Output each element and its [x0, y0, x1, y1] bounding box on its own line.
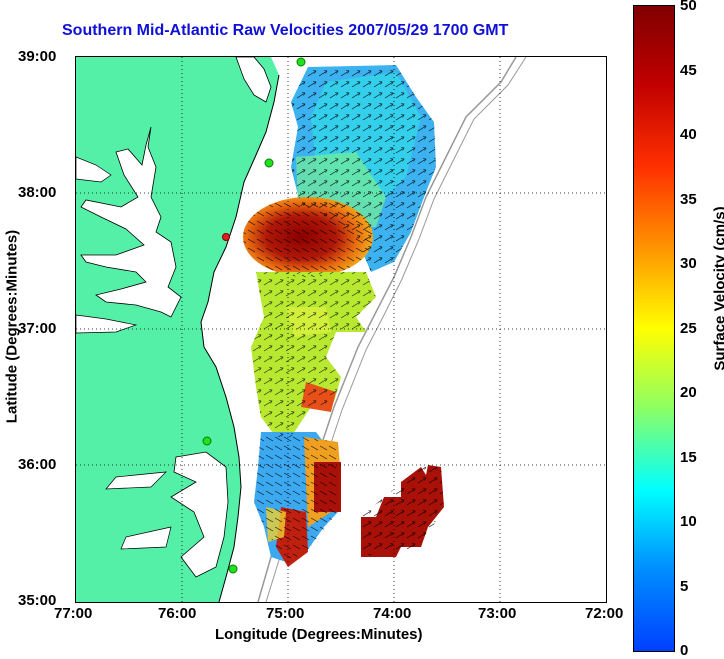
- x-tick-74: 74:00: [373, 605, 412, 622]
- station-marker: [222, 233, 230, 241]
- x-tick-73: 73:00: [478, 605, 517, 622]
- delaware-bay: [235, 57, 272, 103]
- station-marker: [264, 158, 274, 168]
- colorbar-tick-25: 25: [680, 320, 697, 337]
- map-plot-area: [75, 56, 607, 603]
- x-axis-label: Longitude (Degrees:Minutes): [215, 626, 423, 643]
- station-marker: [202, 436, 212, 446]
- x-tick-72: 72:00: [585, 605, 624, 622]
- x-tick-77: 77:00: [54, 605, 93, 622]
- colorbar-tick-15: 15: [680, 449, 697, 466]
- y-tick-39: 39:00: [18, 48, 57, 65]
- colorbar-tick-35: 35: [680, 191, 697, 208]
- colorbar-tick-5: 5: [680, 578, 689, 595]
- colorbar-tick-45: 45: [680, 62, 697, 79]
- y-axis-label: Latitude (Degrees:Minutes): [3, 229, 21, 424]
- map-title: Southern Mid-Atlantic Raw Velocities 200…: [62, 22, 509, 39]
- y-tick-35: 35:00: [18, 592, 57, 609]
- station-marker: [296, 57, 306, 67]
- y-tick-36: 36:00: [18, 456, 57, 473]
- colorbar-tick-40: 40: [680, 126, 697, 143]
- colorbar-tick-50: 50: [680, 0, 697, 14]
- y-tick-38: 38:00: [18, 184, 57, 201]
- colorbar-label: Surface Velocity (cm/s): [711, 206, 724, 371]
- pamlico-sound: [170, 451, 229, 578]
- x-tick-75: 75:00: [266, 605, 305, 622]
- chesapeake-bay: [80, 126, 182, 318]
- colorbar-tick-0: 0: [680, 642, 689, 659]
- x-tick-76: 76:00: [158, 605, 197, 622]
- colorbar-tick-20: 20: [680, 384, 697, 401]
- station-marker: [228, 564, 238, 574]
- y-tick-37: 37:00: [18, 320, 57, 337]
- colorbar-tick-10: 10: [680, 513, 697, 530]
- colorbar-tick-30: 30: [680, 255, 697, 272]
- colorbar: [633, 5, 675, 652]
